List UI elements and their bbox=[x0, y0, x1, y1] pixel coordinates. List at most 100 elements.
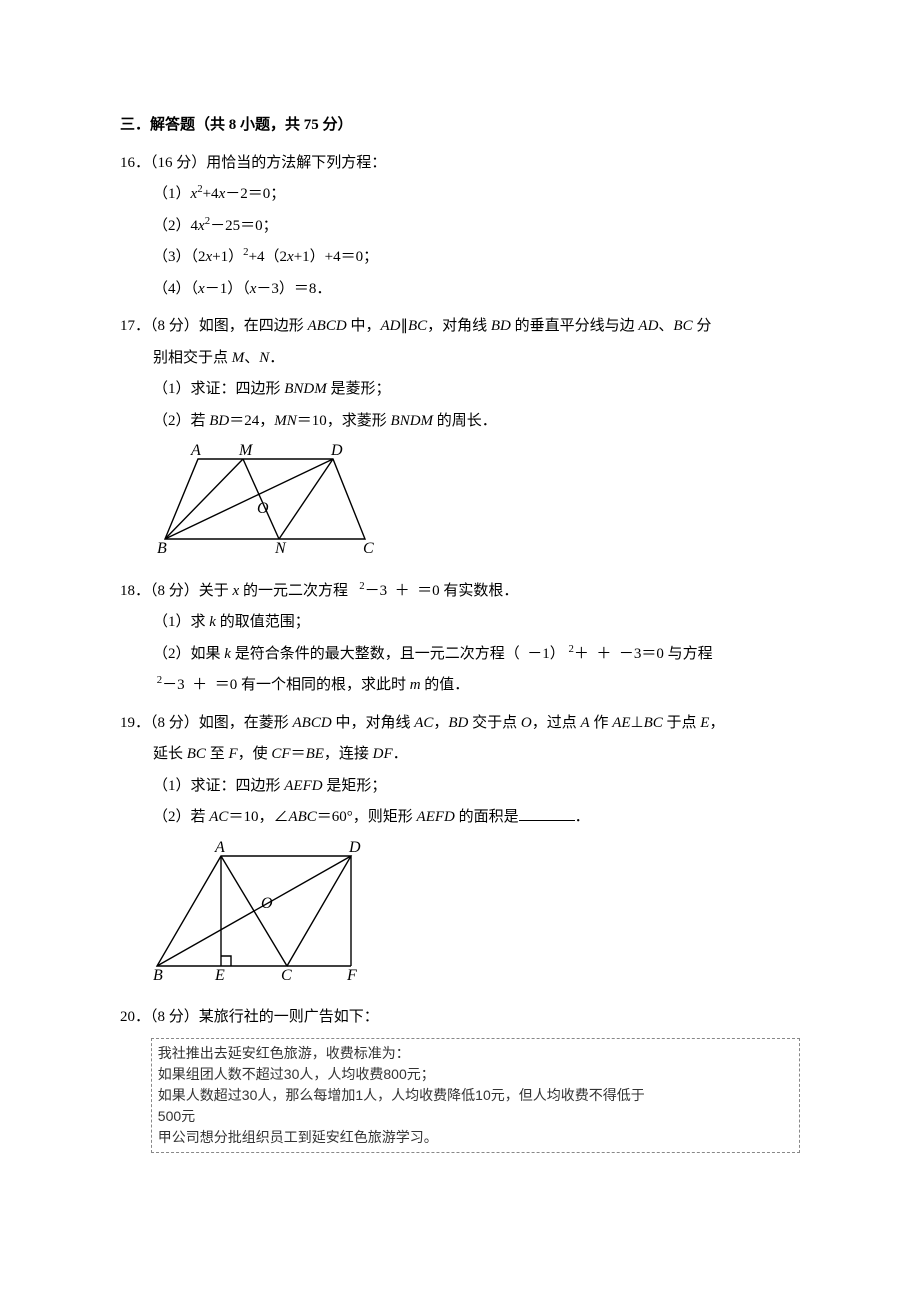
q17-p2d: 的周长． bbox=[433, 413, 497, 429]
q19-fig-O: O bbox=[261, 895, 273, 912]
q18-p2d: ＋ bbox=[574, 646, 589, 662]
q19-p2a: （2）若 bbox=[153, 809, 209, 825]
q17-fig-M: M bbox=[238, 442, 254, 459]
q19-aefd2: AEFD bbox=[417, 809, 455, 825]
q19-blank bbox=[519, 806, 575, 821]
q16-p2-x: x bbox=[198, 218, 205, 234]
q19-p1b: 是矩形； bbox=[323, 778, 387, 794]
q16-p3-prefix: （3）（2 bbox=[153, 249, 206, 265]
q17-ad2: AD bbox=[638, 318, 658, 334]
q19-aefd: AEFD bbox=[284, 778, 322, 794]
q16-p4-prefix: （4）（ bbox=[153, 281, 198, 297]
q19-s8: 于点 bbox=[663, 715, 701, 731]
q17-fig-D: D bbox=[330, 442, 343, 459]
q18-p1b: 的取值范围； bbox=[216, 614, 310, 630]
q18-s4: ＋ bbox=[395, 583, 410, 599]
q18-s5: ＝0 有实数根． bbox=[417, 583, 518, 599]
q17-bc: BC bbox=[408, 318, 427, 334]
q19-stem-line1: 19．（8 分）如图，在菱形 ABCD 中，对角线 AC，BD 交于点 O，过点… bbox=[120, 708, 800, 740]
q19-bc2: BC bbox=[187, 746, 206, 762]
q19-s3: ， bbox=[433, 715, 448, 731]
q18-line3: 2－3 ＋ ＝0 有一个相同的根，求此时 m 的值． bbox=[120, 670, 800, 702]
q20-box-line4: 500元 bbox=[158, 1106, 793, 1127]
q19-ae: AE bbox=[612, 715, 630, 731]
q17-fig-B: B bbox=[157, 540, 167, 555]
q17-stem-line1: 17．（8 分）如图，在四边形 ABCD 中，AD∥BC，对角线 BD 的垂直平… bbox=[120, 311, 800, 343]
q16-p3-mid2: +4（2 bbox=[249, 249, 287, 265]
q20-box-line2: 如果组团人数不超过30人，人均收费800元； bbox=[158, 1064, 793, 1085]
q19-s7: ⊥ bbox=[631, 715, 644, 731]
q19-fig-F: F bbox=[346, 967, 357, 982]
q19-fig-B: B bbox=[153, 967, 163, 982]
q17-bd: BD bbox=[491, 318, 511, 334]
q19-s4: 交于点 bbox=[468, 715, 521, 731]
q20-box-line1: 我社推出去延安红色旅游，收费标准为： bbox=[158, 1043, 793, 1064]
q19-fig-E: E bbox=[214, 967, 225, 982]
q18-l3d: ＝0 有一个相同的根，求此时 bbox=[215, 677, 410, 693]
q18-l3c: ＋ bbox=[192, 677, 207, 693]
q17-bndm: BNDM bbox=[284, 381, 327, 397]
q18-s3: －3 bbox=[365, 583, 388, 599]
q19-stem-line2: 延长 BC 至 F，使 CF＝BE，连接 DF． bbox=[120, 739, 800, 771]
question-20: 20．（8 分）某旅行社的一则广告如下： 我社推出去延安红色旅游，收费标准为： … bbox=[120, 1002, 800, 1153]
q18-l3b: －3 bbox=[162, 677, 185, 693]
q18-part1: （1）求 k 的取值范围； bbox=[120, 607, 800, 639]
q17-p1b: 是菱形； bbox=[327, 381, 391, 397]
q17-mn: MN bbox=[274, 413, 297, 429]
q17-n: N bbox=[259, 350, 269, 366]
q16-p2-prefix: （2）4 bbox=[153, 218, 198, 234]
q17-s6: 、 bbox=[658, 318, 673, 334]
q17-s7: 分 bbox=[693, 318, 712, 334]
question-19: 19．（8 分）如图，在菱形 ABCD 中，对角线 AC，BD 交于点 O，过点… bbox=[120, 708, 800, 995]
q18-p2e: ＋ bbox=[596, 646, 611, 662]
q18-s1: 18．（8 分）关于 bbox=[120, 583, 233, 599]
q18-k: k bbox=[209, 614, 216, 630]
q17-fig-C: C bbox=[363, 540, 374, 555]
q18-stem: 18．（8 分）关于 x 的一元二次方程 2－3 ＋ ＝0 有实数根． bbox=[120, 576, 800, 608]
q17-p2a: （2）若 bbox=[153, 413, 209, 429]
q17-p2b: ＝24， bbox=[229, 413, 274, 429]
q19-figure: A D B E C F O bbox=[153, 838, 800, 995]
q20-box-line3: 如果人数超过30人，那么每增加1人，人均收费降低10元，但人均收费不得低于 bbox=[158, 1085, 793, 1106]
q19-s5: ，过点 bbox=[532, 715, 581, 731]
q19-l2f: ． bbox=[393, 746, 408, 762]
question-18: 18．（8 分）关于 x 的一元二次方程 2－3 ＋ ＝0 有实数根． （1）求… bbox=[120, 576, 800, 702]
q16-p4-tail: －3）＝8． bbox=[256, 281, 331, 297]
q20-ad-box: 我社推出去延安红色旅游，收费标准为： 如果组团人数不超过30人，人均收费800元… bbox=[151, 1038, 800, 1153]
q19-f: F bbox=[228, 746, 237, 762]
q17-s5: 的垂直平分线与边 bbox=[511, 318, 639, 334]
q19-be: BE bbox=[306, 746, 324, 762]
question-17: 17．（8 分）如图，在四边形 ABCD 中，AD∥BC，对角线 BD 的垂直平… bbox=[120, 311, 800, 568]
q19-ac: AC bbox=[414, 715, 433, 731]
q19-s1: 19．（8 分）如图，在菱形 bbox=[120, 715, 293, 731]
q17-fig-N: N bbox=[274, 540, 287, 555]
q17-stem-line2: 别相交于点 M、N． bbox=[120, 343, 800, 375]
q19-fig-D: D bbox=[348, 839, 361, 856]
q19-abcd: ABCD bbox=[293, 715, 332, 731]
q19-p2d: 的面积是 bbox=[455, 809, 519, 825]
q16-p3-tail: +1）+4＝0； bbox=[294, 249, 378, 265]
q16-part2: （2）4x2－25＝0； bbox=[120, 211, 800, 243]
q16-p1-tail: －2＝0； bbox=[225, 186, 285, 202]
q19-bd: BD bbox=[448, 715, 468, 731]
q19-abc: ABC bbox=[288, 809, 316, 825]
question-16: 16．（16 分）用恰当的方法解下列方程： （1）x2+4x－2＝0； （2）4… bbox=[120, 148, 800, 306]
q18-p2f: －3＝0 与方程 bbox=[619, 646, 713, 662]
q19-p2e: ． bbox=[575, 809, 590, 825]
q19-cf: CF bbox=[271, 746, 290, 762]
q19-l2d: ＝ bbox=[291, 746, 306, 762]
q16-stem: 16．（16 分）用恰当的方法解下列方程： bbox=[120, 148, 800, 180]
q16-p1-plus: +4 bbox=[203, 186, 219, 202]
q19-p2c: ＝60°，则矩形 bbox=[317, 809, 417, 825]
q16-p4-x1: x bbox=[198, 281, 205, 297]
q17-figure: A M D B N C O bbox=[153, 441, 800, 568]
q17-p2c: ＝10，求菱形 bbox=[297, 413, 391, 429]
q17-s2: 中， bbox=[347, 318, 381, 334]
q19-l2a: 延长 bbox=[153, 746, 187, 762]
q19-o: O bbox=[521, 715, 532, 731]
q20-box-line5: 甲公司想分批组织员工到延安红色旅游学习。 bbox=[158, 1127, 793, 1148]
q18-m2: m bbox=[410, 677, 421, 693]
q17-part1: （1）求证：四边形 BNDM 是菱形； bbox=[120, 374, 800, 406]
q17-l2a: 别相交于点 bbox=[153, 350, 232, 366]
q17-part2: （2）若 BD＝24，MN＝10，求菱形 BNDM 的周长． bbox=[120, 406, 800, 438]
